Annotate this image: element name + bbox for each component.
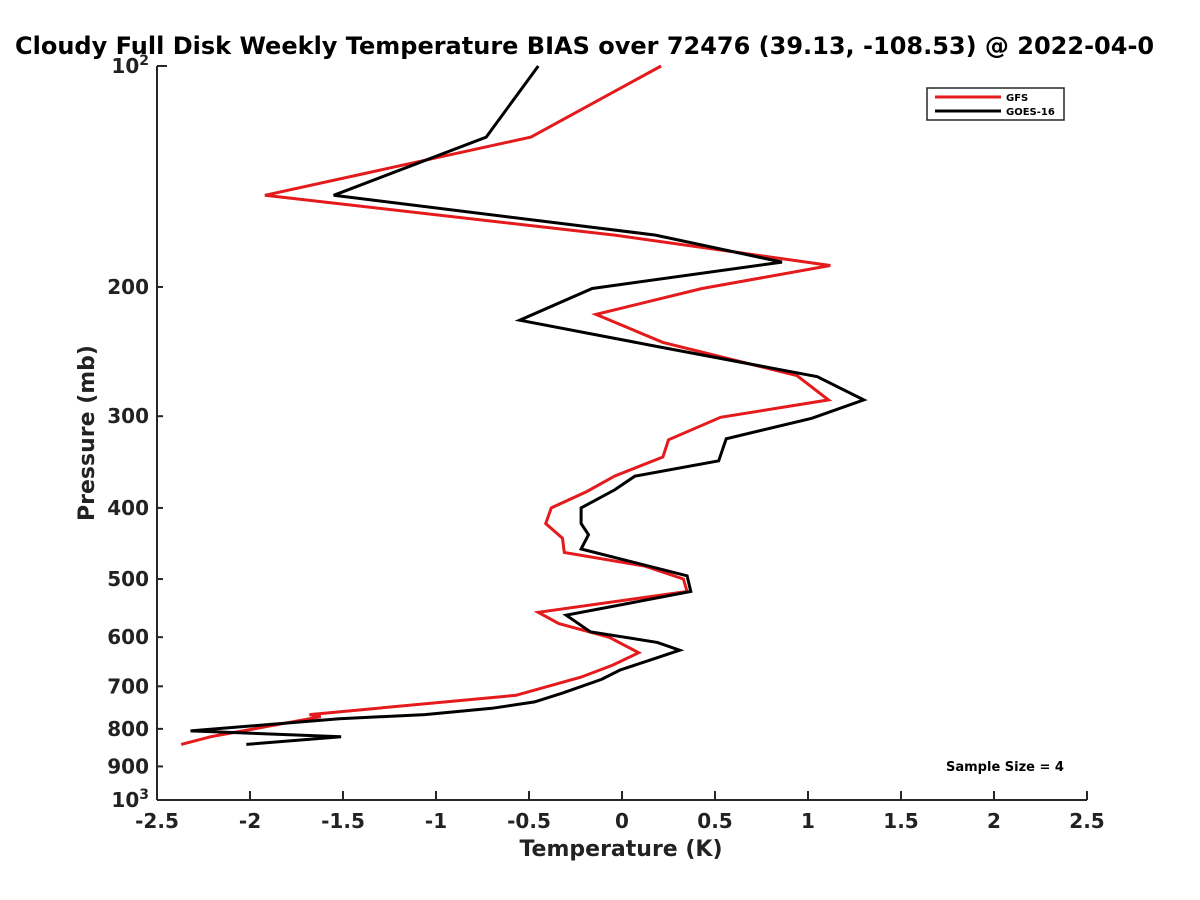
y-tick-label: 102 — [111, 53, 149, 78]
y-tick-label: 800 — [107, 717, 149, 741]
series-line-gfs — [180, 64, 833, 746]
x-tick-label: -1 — [425, 809, 447, 833]
legend: GFS GOES-16 — [926, 87, 1065, 121]
plot-lines — [180, 64, 868, 746]
x-tick-label: 1.5 — [883, 809, 918, 833]
y-tick-label: 103 — [111, 787, 149, 812]
sample-size-annotation: Sample Size = 4 — [946, 760, 1064, 775]
x-tick-labels: -2.5 -2 -1.5 -1 -0.5 0 0.5 1 1.5 2 2.5 — [135, 809, 1105, 833]
x-tick-label: 2 — [987, 809, 1001, 833]
x-tick-label: 0.5 — [697, 809, 732, 833]
x-tick-label: 0 — [615, 809, 629, 833]
y-tick-label: 500 — [107, 567, 149, 591]
y-tick-label: 900 — [107, 754, 149, 778]
x-tick-label: 1 — [801, 809, 815, 833]
legend-label-goes16: GOES-16 — [1006, 107, 1055, 118]
y-axis-label: Pressure (mb) — [75, 345, 100, 521]
y-tick-label: 300 — [107, 404, 149, 428]
chart-title: Cloudy Full Disk Weekly Temperature BIAS… — [15, 32, 1154, 60]
x-tick-label: -2.5 — [135, 809, 179, 833]
y-tick-label: 200 — [107, 275, 149, 299]
y-tick-label: 700 — [107, 674, 149, 698]
y-tick-label: 600 — [107, 625, 149, 649]
legend-label-gfs: GFS — [1006, 93, 1028, 104]
x-tick-label: -1.5 — [321, 809, 365, 833]
x-tick-label: 2.5 — [1069, 809, 1104, 833]
axes: -2.5 -2 -1.5 -1 -0.5 0 0.5 1 1.5 2 2.5 102 200 300 40… — [107, 53, 1104, 833]
series-line-goes16 — [190, 65, 868, 746]
x-tick-label: -0.5 — [507, 809, 551, 833]
tick-marks — [156, 65, 1088, 801]
y-tick-label: 400 — [107, 496, 149, 520]
y-tick-labels: 102 200 300 400 500 600 700 800 900 103 — [107, 53, 149, 812]
legend-box — [926, 87, 1065, 121]
x-tick-label: -2 — [239, 809, 261, 833]
x-axis-label: Temperature (K) — [519, 837, 722, 862]
